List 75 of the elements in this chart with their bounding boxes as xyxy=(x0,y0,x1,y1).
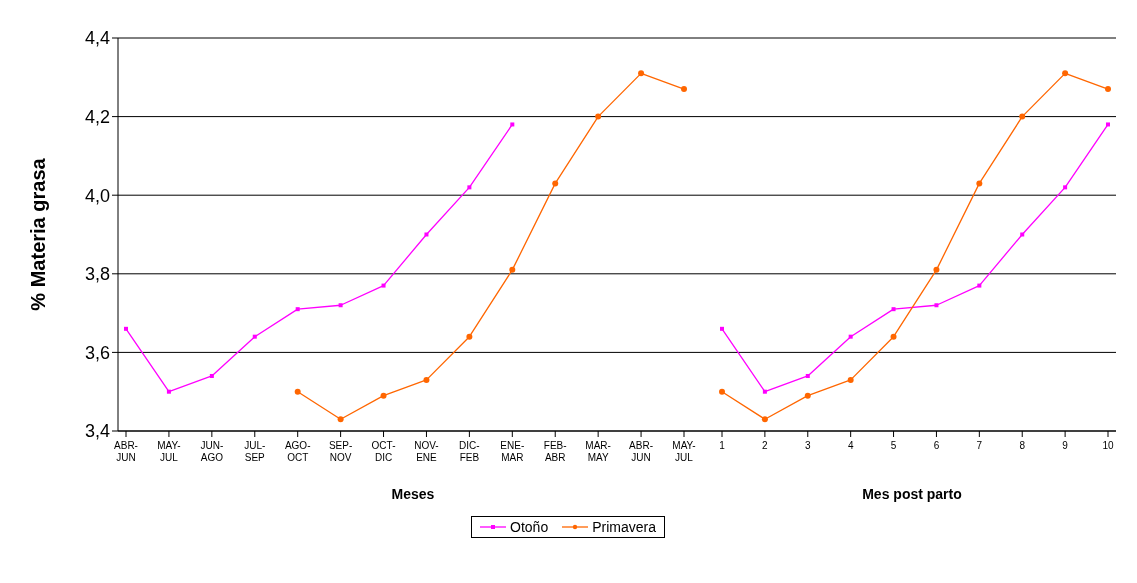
y-tick-label: 3,8 xyxy=(84,264,110,285)
point xyxy=(1105,86,1111,93)
x-tick-label: 5 xyxy=(890,440,897,451)
point xyxy=(337,416,344,423)
x-tick-label: 9 xyxy=(1062,440,1069,451)
x-tick-label: ENE-MAR xyxy=(500,440,525,463)
point xyxy=(1063,185,1068,190)
point xyxy=(976,180,983,187)
point xyxy=(424,232,429,237)
y-tick-label: 3,6 xyxy=(84,342,110,363)
point xyxy=(681,86,687,93)
x-tick-label: 3 xyxy=(805,440,811,451)
x-axis-title: Meses xyxy=(391,486,435,502)
point xyxy=(761,416,768,423)
x-tick-label: 1 xyxy=(719,440,726,451)
point xyxy=(1106,122,1110,127)
x-tick-label: 8 xyxy=(1019,440,1026,451)
point xyxy=(934,303,939,308)
x-tick-label: 10 xyxy=(1102,440,1114,451)
point xyxy=(933,266,940,273)
y-tick-label: 4,0 xyxy=(84,185,110,206)
point xyxy=(252,334,257,339)
y-axis-title: % Materia grasa xyxy=(27,157,50,311)
point xyxy=(166,389,171,394)
point xyxy=(510,122,515,127)
x-tick-label: SEP-NOV xyxy=(328,440,353,463)
x-tick-label: JUL-SEP xyxy=(244,440,266,463)
point xyxy=(294,388,301,395)
x-tick-label: ABR-JUN xyxy=(114,440,138,463)
x-tick-label: JUN-AGO xyxy=(200,440,224,463)
point xyxy=(720,326,724,331)
point xyxy=(338,303,343,308)
point xyxy=(847,376,854,383)
y-tick-label: 3,4 xyxy=(84,421,110,442)
point xyxy=(509,266,516,273)
y-tick-label: 4,4 xyxy=(84,28,110,49)
point xyxy=(423,376,430,383)
point xyxy=(1019,113,1026,120)
x-tick-label: ABR-JUN xyxy=(629,440,654,463)
point xyxy=(552,180,559,187)
x-tick-label: NOV-ENE xyxy=(414,440,439,463)
x-axis-title: Mes post parto xyxy=(862,486,962,502)
x-tick-label: 4 xyxy=(847,440,854,451)
x-tick-label: 7 xyxy=(976,440,983,451)
y-tick-label: 4,2 xyxy=(84,106,110,127)
point xyxy=(805,373,810,378)
point xyxy=(595,113,602,120)
legend-label: Otoño xyxy=(510,519,549,535)
x-tick-label: FEB-ABR xyxy=(543,440,567,463)
x-tick-label: 2 xyxy=(762,440,769,451)
point xyxy=(719,388,725,395)
x-tick-label: MAR-MAY xyxy=(585,440,611,463)
legend-label: Primavera xyxy=(592,519,656,535)
point xyxy=(380,392,387,399)
point xyxy=(124,326,128,331)
point xyxy=(891,307,896,312)
x-tick-label: MAY-JUL xyxy=(157,440,181,463)
x-tick-label: OCT-DIC xyxy=(371,440,396,463)
point xyxy=(804,392,811,399)
point xyxy=(762,389,767,394)
point xyxy=(467,185,472,190)
x-tick-label: DIC-FEB xyxy=(459,440,480,463)
point xyxy=(466,333,473,340)
x-tick-label: AGO-OCT xyxy=(284,440,311,463)
point xyxy=(638,70,645,77)
point xyxy=(848,334,853,339)
point xyxy=(295,307,300,312)
x-tick-label: 6 xyxy=(933,440,940,451)
point xyxy=(381,283,386,288)
x-tick-label: MAY-JUL xyxy=(672,440,696,463)
point xyxy=(977,283,982,288)
point xyxy=(1062,70,1069,77)
point xyxy=(1020,232,1025,237)
point xyxy=(209,373,214,378)
point xyxy=(890,333,897,340)
